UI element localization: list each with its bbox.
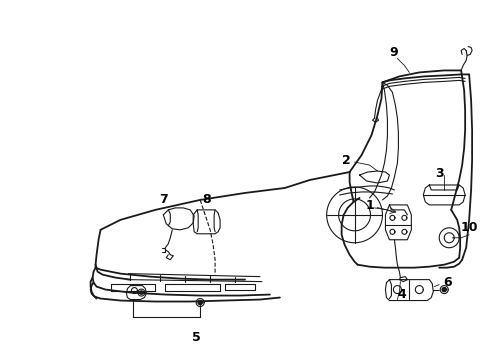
Text: 7: 7 [159,193,167,206]
Text: 3: 3 [434,167,443,180]
Polygon shape [439,285,447,293]
Text: 10: 10 [459,221,477,234]
Text: 5: 5 [191,331,200,344]
Polygon shape [441,288,446,292]
Text: 1: 1 [365,199,373,212]
Text: 8: 8 [202,193,210,206]
Polygon shape [140,291,142,294]
Text: 6: 6 [442,276,450,289]
Polygon shape [198,301,202,305]
Text: 9: 9 [388,46,397,59]
Text: 2: 2 [342,154,350,167]
Text: 4: 4 [396,288,405,301]
